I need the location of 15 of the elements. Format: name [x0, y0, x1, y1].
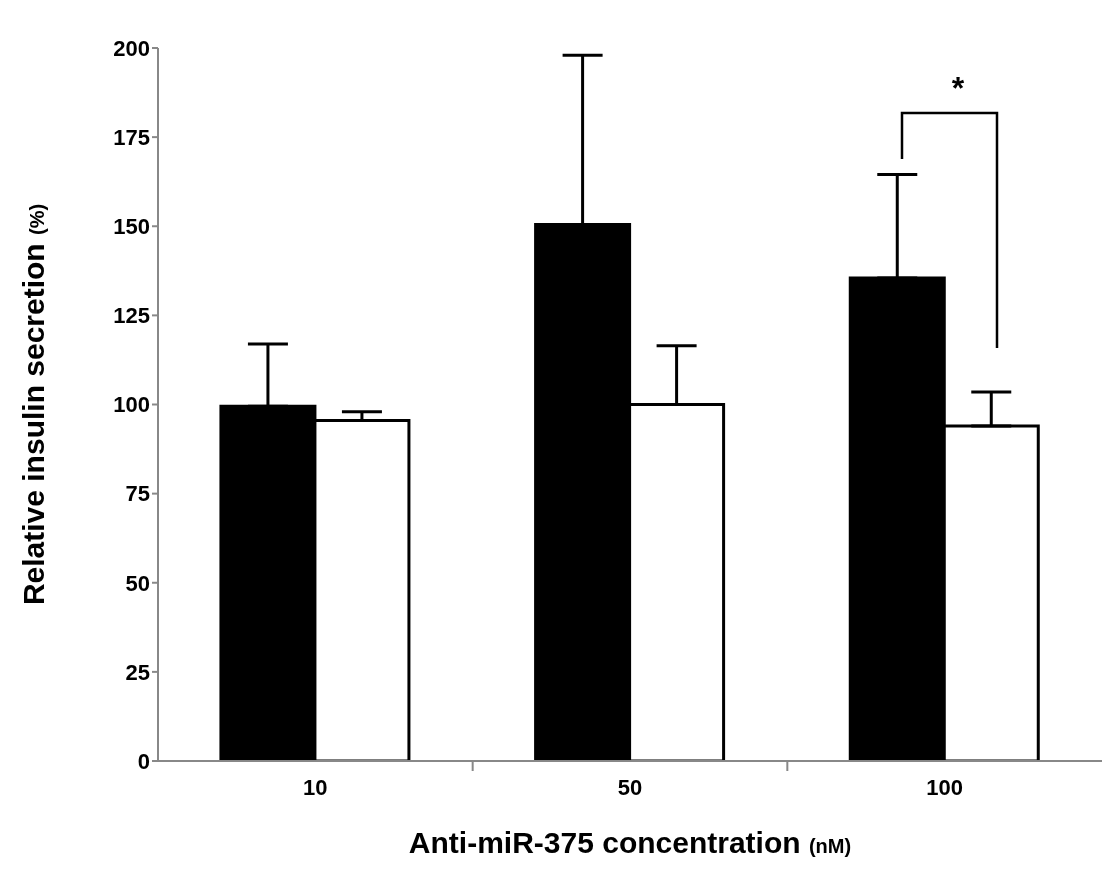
y-tick-label: 200: [113, 35, 150, 61]
y-tick-label: 25: [125, 659, 150, 685]
y-tick-label: 50: [125, 570, 150, 596]
y-tick-label: 125: [113, 303, 150, 329]
y-tick-label: 75: [125, 481, 150, 507]
y-tick-label: 175: [113, 124, 150, 150]
x-axis-title: Anti-miR-375 concentration (nM): [408, 826, 852, 859]
x-tick-label: 100: [926, 775, 964, 800]
x-tick-label: 50: [617, 775, 643, 800]
y-tick-label: 0: [137, 748, 150, 774]
y-tick-label: 150: [113, 214, 150, 240]
y-tick-label: 100: [113, 392, 150, 418]
x-tick-label: 10: [303, 775, 328, 800]
annotation: *: [950, 70, 966, 107]
y-axis-title: Relative insulin secretion (%): [17, 203, 50, 606]
